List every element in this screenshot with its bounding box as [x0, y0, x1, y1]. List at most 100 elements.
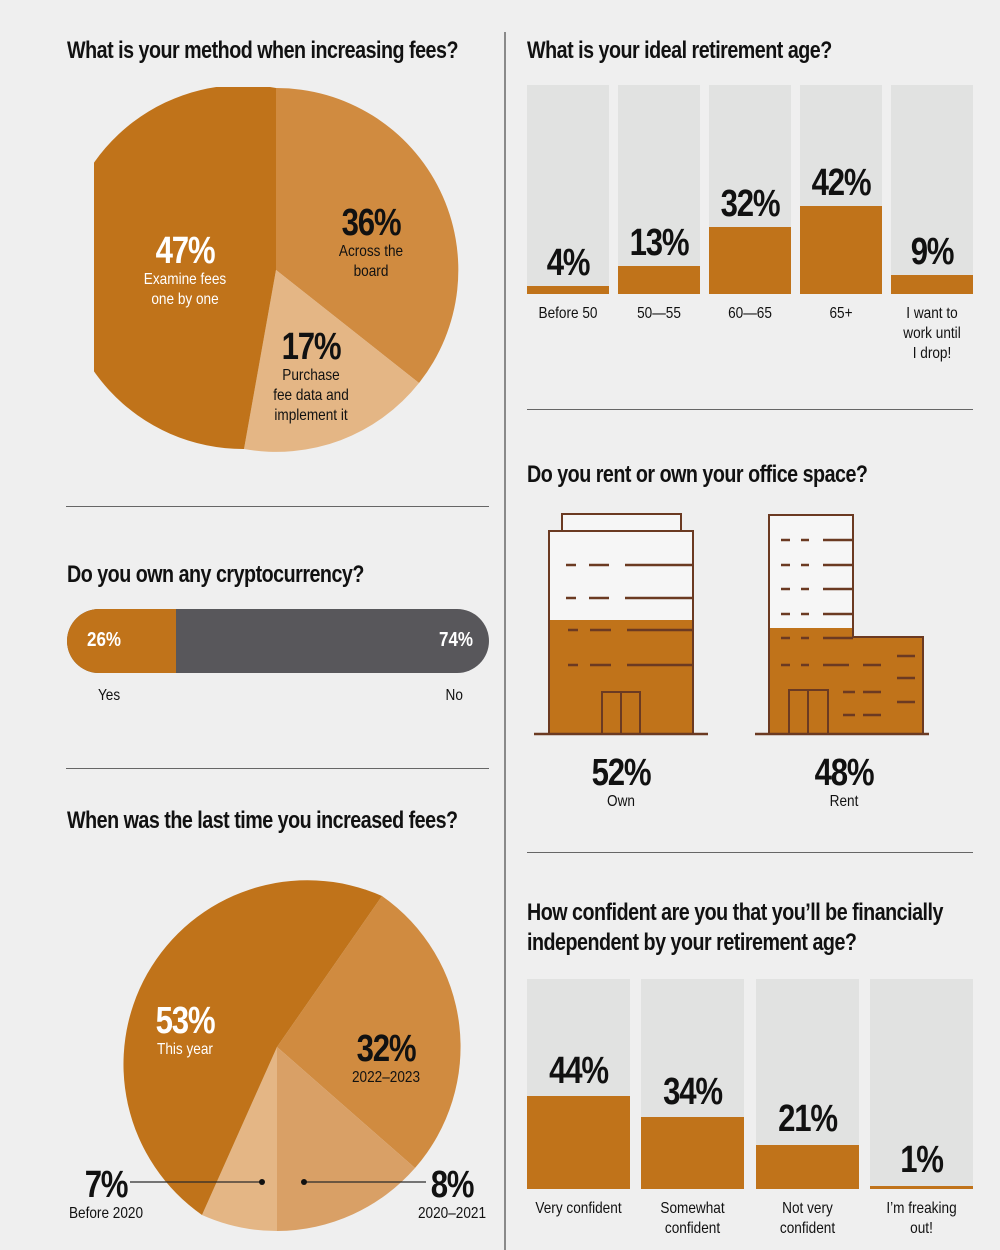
slice-label: 2022–2023 [351, 1069, 421, 1086]
pie-slice-before-2020 [202, 1047, 277, 1231]
divider [66, 768, 489, 769]
bar-label-line: Not very [782, 1200, 833, 1217]
bar-label-line: work until [903, 325, 961, 342]
bar-label-line: out! [910, 1220, 933, 1237]
pie-slice-2022-2023 [277, 896, 461, 1168]
bar-fill [870, 1186, 973, 1189]
pie-slice-2020-2021 [277, 1047, 415, 1231]
crypto-stacked-bar: 26% 74% [67, 609, 489, 673]
bar-fill [641, 1117, 744, 1189]
bar-60-65: 32% [709, 85, 791, 294]
slice-label-purchase: 17% Purchase fee data and implement it [246, 328, 376, 426]
vertical-divider [504, 32, 506, 1250]
bar-label: Before 50 [538, 305, 598, 322]
rent-stat: 48% Rent [794, 754, 894, 812]
bar-label: 65+ [829, 305, 853, 322]
slice-label-line: one by one [151, 291, 219, 308]
bar-value: 1% [900, 1139, 944, 1181]
divider [66, 506, 489, 507]
bar-label: Very confident [521, 1199, 636, 1219]
own-value: 52% [591, 752, 652, 794]
slice-label-2020-2021: 8% 2020–2021 [400, 1166, 504, 1224]
pie-slice-examine-fees [94, 87, 276, 450]
slice-value: 17% [281, 326, 342, 368]
bar-65-plus: 42% [800, 85, 882, 294]
rent-value: 48% [814, 752, 875, 794]
section-title: What is your ideal retirement age? [527, 37, 832, 64]
slice-label-line: board [353, 263, 389, 280]
slice-label-line: fee data and [273, 387, 349, 404]
slice-label-this-year: 53% This year [120, 1002, 250, 1060]
slice-value: 53% [155, 1000, 216, 1042]
crypto-no-label: No [445, 687, 463, 704]
bar-work-until-drop: 9% [891, 85, 973, 294]
section-title: What is your method when increasing fees… [67, 37, 458, 64]
bar-freaking-out: 1% [870, 979, 973, 1189]
bar-value: 13% [629, 222, 690, 264]
bar-fill [891, 275, 973, 294]
bar-label: Not very confident [750, 1199, 865, 1239]
slice-value: 8% [430, 1164, 475, 1206]
bar-value: 21% [778, 1098, 838, 1140]
section-title: independent by your retirement age? [527, 929, 857, 956]
crypto-yes-segment [67, 609, 176, 673]
bar-label-line: Somewhat [660, 1200, 725, 1217]
section-title: Do you rent or own your office space? [527, 461, 868, 488]
bar-label-line: I want to [906, 305, 958, 322]
bar-before-50: 4% [527, 85, 609, 294]
bar-fill [756, 1145, 859, 1189]
slice-value: 47% [155, 230, 216, 272]
bar-label-line: I drop! [912, 345, 952, 362]
slice-label-line: Examine fees [143, 271, 227, 288]
own-stat: 52% Own [571, 754, 671, 812]
own-label: Own [607, 793, 635, 810]
bar-somewhat-confident: 34% [641, 979, 744, 1189]
section-title: How confident are you that you’ll be fin… [527, 899, 943, 926]
bar-value: 32% [720, 183, 781, 225]
bar-fill [800, 206, 882, 294]
bar-value: 9% [910, 231, 955, 273]
slice-label-line: Across the [338, 243, 404, 260]
bar-label: I’m freaking out! [864, 1199, 979, 1239]
bar-fill [618, 266, 700, 294]
divider [527, 852, 973, 853]
crypto-yes-label: Yes [97, 687, 121, 704]
slice-label: 2020–2021 [417, 1205, 487, 1222]
bar-label: 60—65 [728, 305, 772, 322]
slice-label-line: Purchase [282, 367, 340, 384]
bar-value: 42% [811, 162, 872, 204]
bar-label-line: I’m freaking [886, 1200, 957, 1217]
bar-label: I want to work until I drop! [881, 304, 983, 364]
bar-label-line: Very confident [535, 1200, 622, 1217]
rent-label: Rent [829, 793, 859, 810]
slice-label: This year [157, 1041, 213, 1058]
fee-method-pie-chart [94, 87, 459, 452]
bar-value: 4% [546, 242, 591, 284]
slice-label-line: implement it [274, 407, 348, 424]
bar-value: 44% [549, 1050, 609, 1092]
pie-slice-purchase-data [244, 270, 419, 452]
slice-label-before-2020: 7% Before 2020 [54, 1166, 158, 1224]
bar-not-very-confident: 21% [756, 979, 859, 1189]
section-title: Do you own any cryptocurrency? [67, 561, 364, 588]
pie-slice-across-board [276, 87, 459, 384]
divider [527, 409, 973, 410]
slice-value: 7% [84, 1164, 129, 1206]
bar-value: 34% [663, 1071, 723, 1113]
own-building-icon [534, 513, 708, 736]
crypto-no-value: 74% [438, 629, 473, 651]
section-title: When was the last time you increased fee… [67, 807, 458, 834]
slice-value: 32% [356, 1028, 417, 1070]
slice-label-examine: 47% Examine fees one by one [120, 232, 250, 310]
slice-label-across: 36% Across the board [306, 204, 436, 282]
leader-lines [130, 1179, 426, 1185]
slice-value: 36% [341, 202, 402, 244]
slice-label: Before 2020 [68, 1205, 144, 1222]
bar-fill [527, 286, 609, 294]
bar-fill [709, 227, 791, 294]
bar-label: Somewhat confident [635, 1199, 750, 1239]
bar-very-confident: 44% [527, 979, 630, 1189]
slice-label-2022-2023: 32% 2022–2023 [321, 1030, 451, 1088]
bar-50-55: 13% [618, 85, 700, 294]
bar-fill [527, 1096, 630, 1189]
